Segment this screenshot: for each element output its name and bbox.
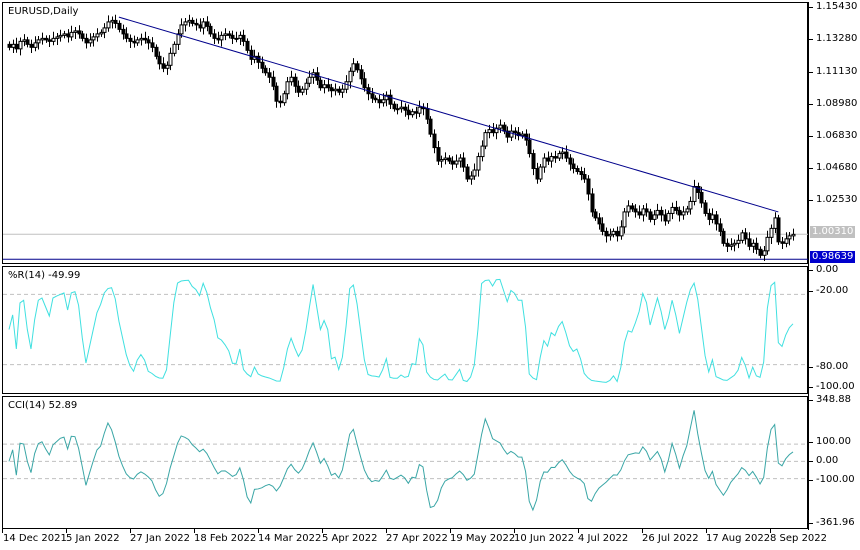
price-axis-label: 1.11130: [816, 66, 858, 77]
cci-panel[interactable]: CCI(14) 52.89: [2, 396, 809, 529]
cci-axis-label: -100.00: [816, 474, 855, 485]
symbol-timeframe-label: EURUSD,Daily: [8, 6, 79, 17]
wpr-axis-label: -20.00: [816, 285, 849, 296]
axis-tick: [808, 291, 813, 292]
time-axis-label: 10 Jun 2022: [514, 533, 575, 544]
time-axis-label: 27 Jan 2022: [130, 533, 190, 544]
axis-tick: [808, 72, 813, 73]
wpr-axis-label: -100.00: [816, 381, 855, 392]
cci-axis-label: 100.00: [816, 436, 851, 447]
price-axis-label: 1.13280: [816, 33, 858, 44]
candlestick-chart[interactable]: [3, 3, 809, 265]
time-axis-line: [2, 528, 808, 529]
axis-tick: [808, 523, 813, 524]
time-tick: [258, 528, 259, 533]
price-axis-label: 1.08980: [816, 98, 858, 109]
time-tick: [642, 528, 643, 533]
price-axis-label: 1.02530: [816, 194, 858, 205]
axis-tick: [808, 367, 813, 368]
price-axis-label: 1.15430: [816, 1, 858, 12]
time-tick: [66, 528, 67, 533]
time-tick: [450, 528, 451, 533]
time-axis-label: 26 Jul 2022: [642, 533, 699, 544]
axis-tick: [808, 442, 813, 443]
time-axis-label: 8 Sep 2022: [770, 533, 828, 544]
williams-r-line: [3, 278, 809, 383]
time-axis-label: 14 Dec 2021: [3, 533, 67, 544]
current-price-tag: 1.00310: [810, 226, 856, 238]
axis-tick: [808, 104, 813, 105]
axis-tick: [808, 400, 813, 401]
time-axis-label: 5 Jan 2022: [66, 533, 120, 544]
time-tick: [514, 528, 515, 533]
wpr-axis-label: -80.00: [816, 361, 849, 372]
axis-tick: [808, 480, 813, 481]
time-axis-label: 14 Mar 2022: [258, 533, 322, 544]
price-axis-label: 1.06830: [816, 130, 858, 141]
williams-r-label: %R(14) -49.99: [8, 270, 81, 281]
time-axis-label: 18 Feb 2022: [194, 533, 257, 544]
cci-label: CCI(14) 52.89: [8, 400, 78, 411]
axis-tick: [808, 39, 813, 40]
time-tick: [322, 528, 323, 533]
cci-line: [3, 410, 809, 512]
time-axis-label: 27 Apr 2022: [386, 533, 448, 544]
axis-tick: [808, 270, 813, 271]
price-chart-panel[interactable]: EURUSD,Daily: [2, 2, 809, 265]
time-tick: [130, 528, 131, 533]
williams-r-panel[interactable]: %R(14) -49.99: [2, 266, 809, 394]
axis-tick: [808, 136, 813, 137]
time-axis-label: 5 Apr 2022: [322, 533, 378, 544]
time-axis-label: 4 Jul 2022: [578, 533, 629, 544]
time-tick: [2, 528, 3, 533]
time-tick: [386, 528, 387, 533]
time-tick: [770, 528, 771, 533]
axis-tick: [808, 461, 813, 462]
axis-tick: [808, 200, 813, 201]
support-price-tag: 0.98639: [810, 251, 856, 263]
axis-tick: [808, 7, 813, 8]
cci-axis-label: -361.96: [816, 517, 855, 528]
time-tick: [578, 528, 579, 533]
cci-axis-label: 0.00: [816, 455, 839, 466]
time-tick: [706, 528, 707, 533]
axis-tick: [808, 168, 813, 169]
time-tick: [194, 528, 195, 533]
cci-axis-label: 348.88: [816, 394, 851, 405]
time-axis-label: 19 May 2022: [450, 533, 516, 544]
time-axis-label: 17 Aug 2022: [706, 533, 771, 544]
wpr-axis-label: 0.00: [816, 264, 839, 275]
price-axis-line: [808, 2, 809, 530]
price-axis-label: 1.04680: [816, 162, 858, 173]
axis-tick: [808, 387, 813, 388]
